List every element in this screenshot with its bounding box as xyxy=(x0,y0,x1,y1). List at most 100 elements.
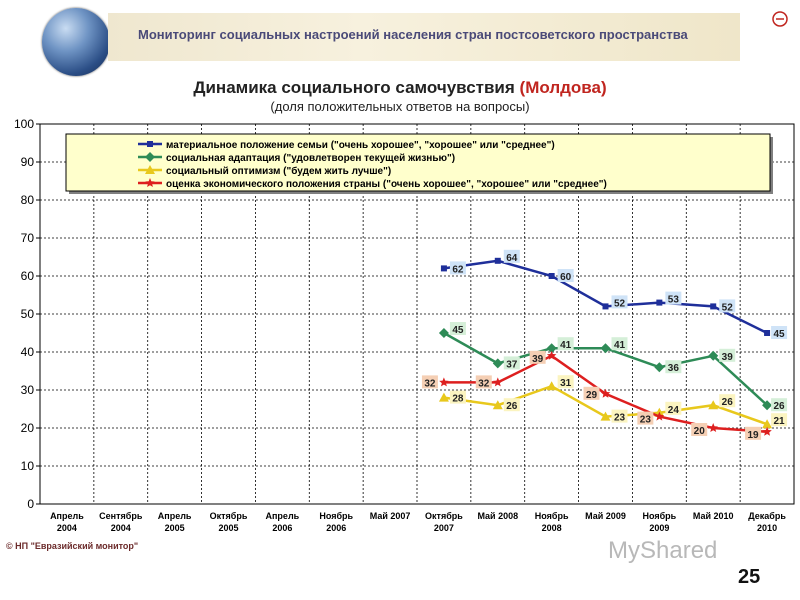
x-tick-label: Ноябрь xyxy=(535,511,569,521)
y-tick-label: 40 xyxy=(21,345,35,359)
data-label-bg xyxy=(475,375,492,389)
chart-subtitle: (доля положительных ответов на вопросы) xyxy=(270,99,530,114)
data-point-marker xyxy=(708,423,718,432)
data-label-bg xyxy=(745,426,762,440)
data-label-bg xyxy=(449,390,466,404)
data-label: 20 xyxy=(694,426,706,437)
x-tick-label: 2008 xyxy=(542,523,562,533)
data-label-bg xyxy=(611,295,628,309)
data-label-bg xyxy=(557,337,574,351)
x-tick-label: Ноябрь xyxy=(319,511,353,521)
data-point-marker xyxy=(656,299,663,306)
data-label: 39 xyxy=(722,352,734,363)
x-tick-label: Май 2010 xyxy=(693,511,734,521)
data-label: 19 xyxy=(748,430,760,441)
globe-logo xyxy=(42,8,110,76)
data-point-marker xyxy=(147,141,153,147)
y-tick-label: 30 xyxy=(21,383,35,397)
data-point-marker xyxy=(762,400,773,411)
page-number: 25 xyxy=(738,566,761,588)
data-label-bg xyxy=(583,386,600,400)
chart-title-main: Динамика социального самочувствия xyxy=(193,78,520,97)
data-label-bg xyxy=(719,394,736,408)
data-point-marker xyxy=(438,328,449,338)
data-point-marker xyxy=(600,411,611,421)
x-tick-label: 2004 xyxy=(111,523,131,533)
data-label: 23 xyxy=(640,415,652,426)
data-label-bg xyxy=(771,326,788,339)
data-point-marker xyxy=(494,257,501,264)
x-tick-label: Апрель xyxy=(266,511,300,521)
data-point-marker xyxy=(145,152,155,162)
data-label: 31 xyxy=(560,378,572,389)
data-point-marker xyxy=(654,362,665,373)
data-label-bg xyxy=(771,413,788,427)
x-tick-label: Сентябрь xyxy=(99,511,143,521)
data-label: 37 xyxy=(506,359,518,370)
chart-title-highlight: (Молдова) xyxy=(519,78,607,97)
data-label-bg xyxy=(637,411,654,425)
data-label: 26 xyxy=(506,401,518,412)
x-tick-label: 2006 xyxy=(272,523,292,533)
data-label-bg xyxy=(771,398,788,412)
header-banner: Мониторинг социальных настроений населен… xyxy=(108,13,740,61)
minus-circle-icon[interactable] xyxy=(771,10,789,28)
data-point-marker xyxy=(546,350,557,360)
data-label: 45 xyxy=(452,325,464,336)
data-label: 28 xyxy=(452,394,464,405)
x-tick-label: Декабрь xyxy=(748,511,786,521)
y-tick-label: 60 xyxy=(21,269,35,283)
data-label-bg xyxy=(529,350,546,364)
chart-title: Динамика социального самочувствия (Молдо… xyxy=(0,78,800,98)
y-tick-label: 20 xyxy=(21,421,35,435)
data-point-marker xyxy=(600,343,611,354)
x-tick-label: Ноябрь xyxy=(642,511,676,521)
data-point-marker xyxy=(546,343,557,354)
data-label-bg xyxy=(719,299,736,313)
y-tick-label: 50 xyxy=(21,307,35,321)
data-label: 39 xyxy=(532,354,544,365)
data-point-marker xyxy=(492,358,503,369)
data-label: 52 xyxy=(614,298,626,309)
data-label-bg xyxy=(503,398,520,412)
data-label: 26 xyxy=(774,401,786,412)
data-label-bg xyxy=(691,423,708,436)
x-tick-label: Октябрь xyxy=(425,511,463,521)
data-label: 32 xyxy=(478,378,490,389)
x-tick-label: 2010 xyxy=(757,523,777,533)
data-point-marker xyxy=(762,426,772,436)
y-tick-label: 80 xyxy=(21,193,35,207)
data-label: 52 xyxy=(722,302,734,313)
data-point-marker xyxy=(438,392,449,402)
legend xyxy=(65,133,771,192)
data-label-bg xyxy=(665,360,682,374)
data-label-bg xyxy=(557,375,574,389)
data-point-marker xyxy=(762,419,773,429)
data-point-marker xyxy=(546,381,557,391)
y-tick-label: 0 xyxy=(27,497,34,511)
data-label-bg xyxy=(665,401,682,415)
x-tick-label: 2009 xyxy=(649,523,669,533)
x-tick-label: 2005 xyxy=(165,523,185,533)
x-tick-label: Май 2007 xyxy=(370,511,411,521)
data-label-bg xyxy=(449,261,466,275)
data-label-bg xyxy=(421,375,438,389)
x-tick-label: Апрель xyxy=(50,511,84,521)
data-label: 23 xyxy=(614,413,626,424)
data-label: 32 xyxy=(424,378,436,389)
data-point-marker xyxy=(710,303,717,310)
data-label: 62 xyxy=(452,264,464,275)
x-tick-label: Октябрь xyxy=(210,511,248,521)
y-tick-label: 10 xyxy=(21,459,35,473)
data-label-bg xyxy=(503,356,520,370)
x-tick-label: 2005 xyxy=(218,523,238,533)
data-label-bg xyxy=(611,409,628,423)
data-label: 53 xyxy=(668,295,680,306)
x-tick-label: Май 2009 xyxy=(585,511,626,521)
data-point-marker xyxy=(708,350,719,361)
legend-entry: социальный оптимизм ("будем жить лучше") xyxy=(166,165,391,177)
data-point-marker xyxy=(764,330,771,336)
legend-entry: социальная адаптация ("удовлетворен теку… xyxy=(166,153,455,164)
y-tick-label: 70 xyxy=(21,231,35,245)
